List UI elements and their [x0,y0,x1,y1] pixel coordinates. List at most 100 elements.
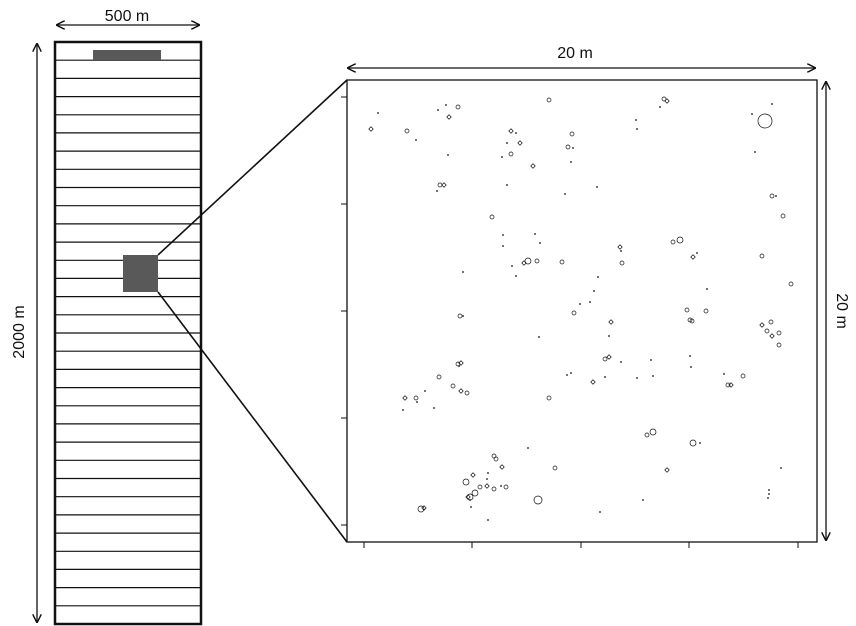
tree-point [559,259,565,265]
tree-point [597,276,599,278]
plot-width-label: 20 m [557,45,593,62]
tree-point [471,489,479,497]
tree-point [402,409,404,411]
plot-y-ticks [341,96,347,526]
tree-point [617,244,623,250]
tree-point [768,319,774,325]
tree-point [546,97,552,103]
tree-point [462,478,470,486]
tree-point [689,439,697,447]
tree-point [484,483,490,489]
tree-point [441,182,447,188]
plot-tree-points [368,96,794,521]
tree-point [664,467,670,473]
tree-point [620,250,622,252]
tree-point [589,301,591,303]
tree-point [689,318,695,324]
tree-point [599,511,601,513]
tree-point [590,379,596,385]
strip-length-label: 2000 m [11,305,28,358]
tree-point [636,128,638,130]
tree-point [619,260,625,266]
tree-point [572,147,574,149]
tree-point [539,242,541,244]
tree-point [566,374,568,376]
tree-point [470,506,472,508]
tree-point [570,161,572,163]
tree-point [751,113,753,115]
tree-point [775,195,777,197]
tree-point [489,214,495,220]
tree-point [664,98,670,104]
tree-point [486,478,488,480]
tree-point [780,213,786,219]
tree-point [446,114,452,120]
tree-point [690,366,692,368]
strip-top-marker [93,50,161,60]
tree-point [499,464,505,470]
tree-point [503,484,509,490]
tree-point [458,360,464,366]
tree-point [706,288,708,290]
tree-point [502,234,504,236]
tree-point [515,132,517,134]
tree-point [768,493,770,495]
zoom-line-bottom [157,291,348,543]
strip-group: 500 m 2000 m [11,8,203,626]
tree-point [534,233,536,235]
tree-point [699,442,701,444]
tree-point [754,151,756,153]
tree-point [652,375,654,377]
strip-width-label: 500 m [105,8,149,25]
tree-point [769,193,775,199]
selected-plot-square [123,255,158,292]
plot-frame [346,79,818,543]
tree-point [416,401,418,403]
tree-point [649,428,657,436]
tree-point [527,447,529,449]
tree-point [780,467,782,469]
tree-point [725,382,731,388]
tree-point [606,354,612,360]
tree-point [436,190,438,192]
plot-x-ticks [363,542,799,548]
plot-height-label: 20 m [833,293,850,329]
tree-point [768,489,770,491]
tree-point [368,126,374,132]
tree-point [764,328,770,334]
tree-point [776,330,782,336]
tree-point [491,486,497,492]
tree-point [508,151,514,157]
tree-point [676,236,684,244]
tree-point [517,140,523,146]
tree-point [608,319,614,325]
tree-point [723,373,725,375]
tree-point [552,465,558,471]
tree-point [690,254,696,260]
tree-point [569,131,575,137]
tree-point [670,239,676,245]
tree-point [565,144,571,150]
tree-point [759,322,765,328]
tree-point [534,258,540,264]
tree-point [462,315,464,317]
tree-point [602,356,608,362]
tree-point [596,186,598,188]
tree-point [776,342,782,348]
tree-point [487,472,489,474]
tree-point [740,373,746,379]
tree-point [696,252,698,254]
plot-group: 20 m 20 m [341,45,850,548]
tree-point [767,497,769,499]
tree-point [424,390,426,392]
tree-point [642,499,644,501]
tree-point [415,139,417,141]
tree-point [511,265,513,267]
tree-point [689,355,691,357]
tree-point [570,372,572,374]
strip-transect-lines [55,59,201,607]
tree-point [538,336,540,338]
tree-point [465,494,471,500]
zoom-line-top [157,79,348,256]
tree-point [404,128,410,134]
